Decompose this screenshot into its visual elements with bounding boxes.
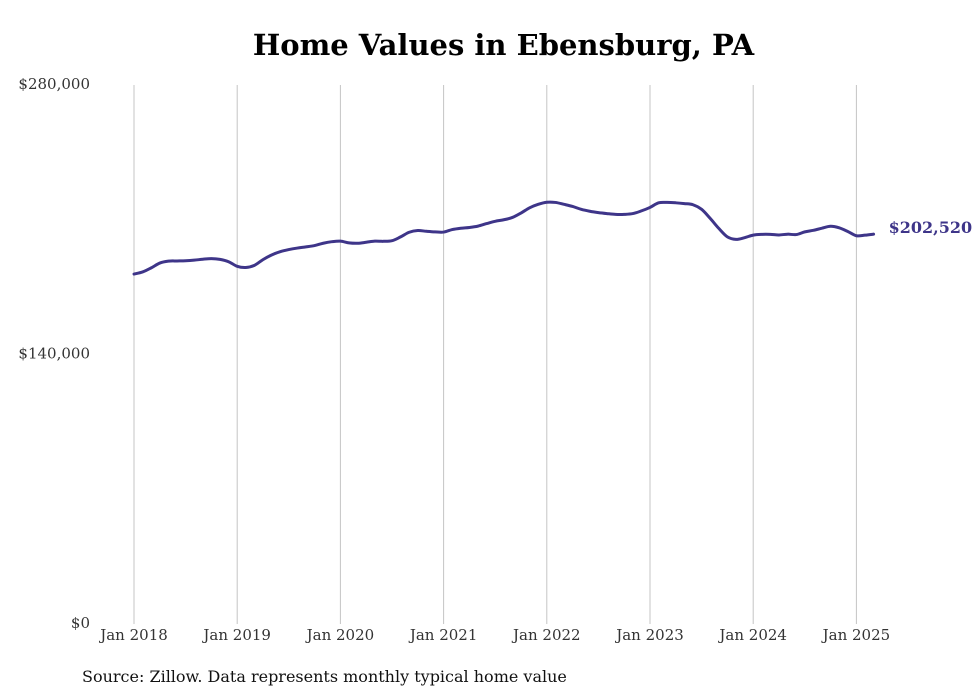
x-tick-label: Jan 2020 xyxy=(305,626,375,644)
y-tick-label: $0 xyxy=(71,614,90,632)
x-tick-label: Jan 2024 xyxy=(717,626,787,644)
x-tick-label: Jan 2018 xyxy=(98,626,168,644)
y-axis-tick-labels: $0 $140,000 $280,000 xyxy=(18,75,90,632)
x-tick-label: Jan 2022 xyxy=(511,626,581,644)
y-tick-label: $280,000 xyxy=(18,75,90,93)
x-tick-label: Jan 2023 xyxy=(614,626,684,644)
x-tick-label: Jan 2021 xyxy=(408,626,478,644)
x-axis-tick-labels: Jan 2018 Jan 2019 Jan 2020 Jan 2021 Jan 2022… xyxy=(98,626,890,644)
series-layer xyxy=(132,200,876,276)
source-note: Source: Zillow. Data represents monthly … xyxy=(82,667,567,686)
x-tick-label: Jan 2025 xyxy=(821,626,891,644)
vertical-gridlines xyxy=(133,85,857,624)
series-line-0 xyxy=(132,200,876,276)
end-value-label: $202,520 xyxy=(889,218,973,237)
y-tick-label: $140,000 xyxy=(18,345,90,363)
chart-title: Home Values in Ebensburg, PA xyxy=(252,28,755,62)
x-tick-label: Jan 2019 xyxy=(201,626,271,644)
